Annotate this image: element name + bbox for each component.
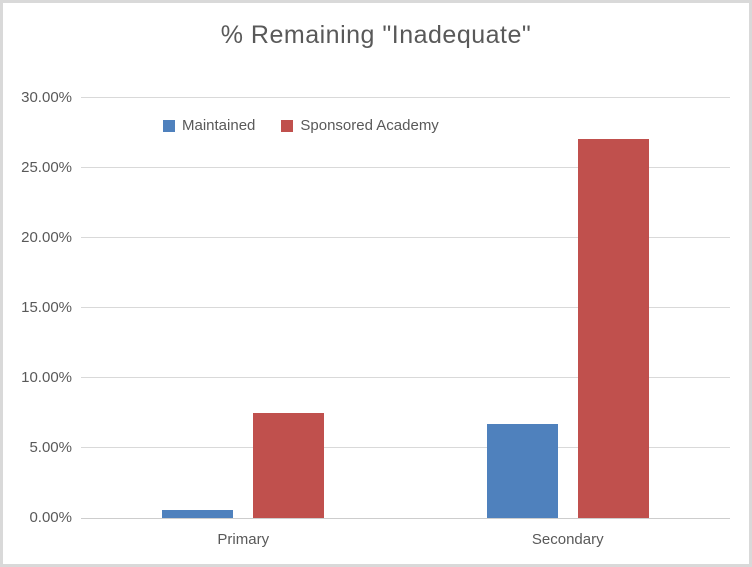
gridline	[81, 377, 730, 378]
legend-item-sponsored-academy: Sponsored Academy	[281, 117, 439, 134]
legend-item-maintained: Maintained	[163, 117, 255, 134]
x-axis-category-label: Primary	[217, 531, 270, 548]
y-axis-tick-label: 0.00%	[29, 509, 72, 526]
gridline	[81, 97, 730, 98]
bar-primary-sponsored-academy	[253, 413, 325, 518]
gridline	[81, 237, 730, 238]
legend-label-sponsored-academy: Sponsored Academy	[300, 117, 439, 134]
bar-secondary-maintained	[486, 424, 558, 518]
y-axis-tick-label: 20.00%	[21, 229, 72, 246]
y-axis-tick-label: 30.00%	[21, 89, 72, 106]
legend-label-maintained: Maintained	[182, 117, 256, 134]
gridline	[81, 307, 730, 308]
plot-area	[81, 97, 730, 519]
chart-legend: Maintained Sponsored Academy	[163, 117, 439, 134]
y-axis-tick-label: 15.00%	[21, 299, 72, 316]
gridline	[81, 447, 730, 448]
chart-title: % Remaining "Inadequate"	[220, 21, 532, 49]
y-axis-tick-label: 25.00%	[21, 159, 72, 176]
y-axis-tick-label: 10.00%	[21, 369, 72, 386]
bar-primary-maintained	[162, 509, 234, 518]
x-axis-category-label: Secondary	[531, 531, 604, 548]
legend-swatch-maintained-icon	[163, 119, 175, 132]
gridline	[81, 167, 730, 168]
y-axis-tick-label: 5.00%	[29, 439, 72, 456]
bar-secondary-sponsored-academy	[577, 138, 649, 518]
legend-swatch-sponsored-academy-icon	[281, 119, 294, 132]
